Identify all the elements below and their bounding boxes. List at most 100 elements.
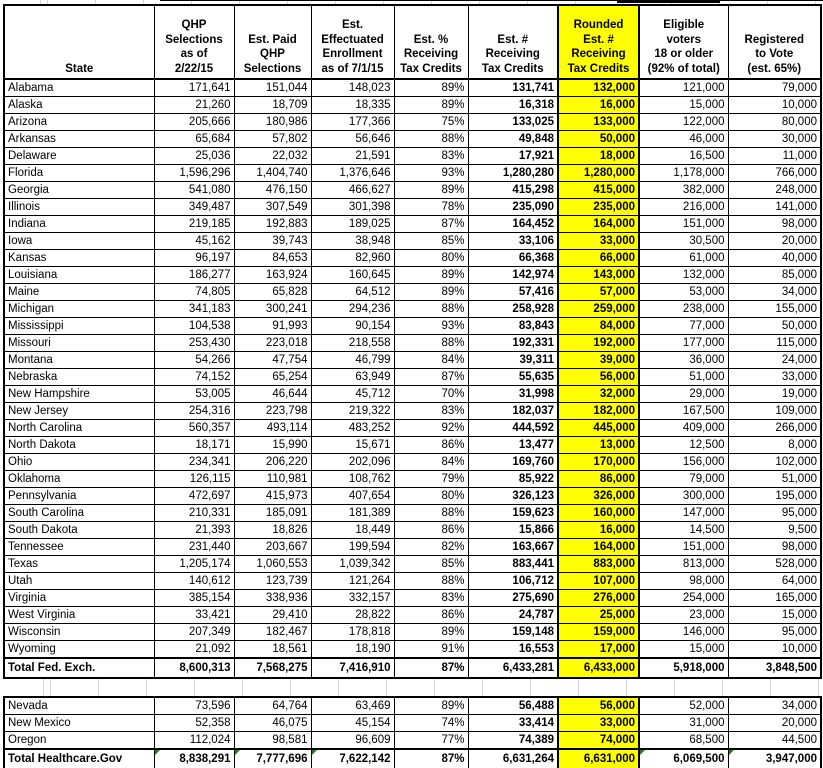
qhp-selections-cell[interactable]: 104,538: [153, 317, 235, 335]
registered-to-vote-cell[interactable]: 3,848,500: [727, 657, 822, 679]
registered-to-vote-cell[interactable]: 20,000: [727, 232, 822, 250]
est-effectuated-cell[interactable]: 108,762: [310, 470, 395, 488]
state-name-cell[interactable]: Illinois: [3, 198, 155, 216]
eligible-voters-cell[interactable]: 46,000: [638, 130, 729, 148]
state-name-cell[interactable]: Indiana: [3, 215, 155, 233]
rounded-est-tax-credits-cell[interactable]: 17,000: [557, 640, 640, 659]
est-paid-qhp-cell[interactable]: 110,981: [233, 470, 312, 488]
est-paid-qhp-cell[interactable]: 22,032: [233, 147, 312, 165]
est-num-tax-credits-cell[interactable]: 182,037: [467, 402, 559, 420]
registered-to-vote-cell[interactable]: 80,000: [727, 113, 822, 131]
est-effectuated-cell[interactable]: 160,645: [310, 266, 395, 284]
est-paid-qhp-cell[interactable]: 57,802: [233, 130, 312, 148]
rounded-est-tax-credits-cell[interactable]: 164,000: [557, 215, 640, 233]
qhp-selections-cell[interactable]: 219,185: [153, 215, 235, 233]
rounded-est-tax-credits-cell[interactable]: 235,000: [557, 198, 640, 216]
est-pct-tax-credits-cell[interactable]: 70%: [393, 385, 469, 403]
qhp-selections-cell[interactable]: 45,162: [153, 232, 235, 250]
qhp-selections-cell[interactable]: 541,080: [153, 181, 235, 199]
rounded-est-tax-credits-cell[interactable]: 39,000: [557, 351, 640, 369]
state-name-cell[interactable]: West Virginia: [3, 606, 155, 624]
est-num-tax-credits-cell[interactable]: 33,106: [467, 232, 559, 250]
registered-to-vote-cell[interactable]: 33,000: [727, 368, 822, 386]
state-name-cell[interactable]: Mississippi: [3, 317, 155, 335]
qhp-selections-cell[interactable]: 53,005: [153, 385, 235, 403]
est-paid-qhp-cell[interactable]: 415,973: [233, 487, 312, 505]
est-paid-qhp-cell[interactable]: 47,754: [233, 351, 312, 369]
est-pct-tax-credits-cell[interactable]: 87%: [393, 748, 469, 768]
eligible-voters-cell[interactable]: 813,000: [638, 555, 729, 573]
est-paid-qhp-cell[interactable]: 39,743: [233, 232, 312, 250]
est-pct-tax-credits-cell[interactable]: 87%: [393, 215, 469, 233]
est-num-tax-credits-cell[interactable]: 55,635: [467, 368, 559, 386]
est-effectuated-cell[interactable]: 90,154: [310, 317, 395, 335]
state-name-cell[interactable]: Missouri: [3, 334, 155, 352]
est-pct-tax-credits-cell[interactable]: 85%: [393, 232, 469, 250]
est-num-tax-credits-cell[interactable]: 163,667: [467, 538, 559, 556]
state-name-cell[interactable]: Ohio: [3, 453, 155, 471]
rounded-est-tax-credits-cell[interactable]: 56,000: [557, 368, 640, 386]
rounded-est-tax-credits-cell[interactable]: 160,000: [557, 504, 640, 522]
est-effectuated-cell[interactable]: 218,558: [310, 334, 395, 352]
est-effectuated-cell[interactable]: 96,609: [310, 731, 395, 750]
column-header-est-paid-qhp[interactable]: Est. Paid QHP Selections: [233, 4, 312, 80]
est-paid-qhp-cell[interactable]: 180,986: [233, 113, 312, 131]
rounded-est-tax-credits-cell[interactable]: 6,631,000: [557, 748, 640, 768]
est-pct-tax-credits-cell[interactable]: 89%: [393, 696, 469, 715]
eligible-voters-cell[interactable]: 300,000: [638, 487, 729, 505]
eligible-voters-cell[interactable]: 147,000: [638, 504, 729, 522]
eligible-voters-cell[interactable]: 53,000: [638, 283, 729, 301]
registered-to-vote-cell[interactable]: 165,000: [727, 589, 822, 607]
qhp-selections-cell[interactable]: 8,600,313: [153, 657, 235, 679]
rounded-est-tax-credits-cell[interactable]: 883,000: [557, 555, 640, 573]
est-paid-qhp-cell[interactable]: 7,568,275: [233, 657, 312, 679]
eligible-voters-cell[interactable]: 216,000: [638, 198, 729, 216]
registered-to-vote-cell[interactable]: 95,000: [727, 623, 822, 641]
est-paid-qhp-cell[interactable]: 182,467: [233, 623, 312, 641]
est-num-tax-credits-cell[interactable]: 6,631,264: [467, 748, 559, 768]
registered-to-vote-cell[interactable]: 266,000: [727, 419, 822, 437]
column-header-registered-to-vote[interactable]: Registered to Vote (est. 65%): [727, 4, 822, 80]
registered-to-vote-cell[interactable]: 98,000: [727, 538, 822, 556]
rounded-est-tax-credits-cell[interactable]: 133,000: [557, 113, 640, 131]
est-num-tax-credits-cell[interactable]: 1,280,280: [467, 164, 559, 182]
est-paid-qhp-cell[interactable]: 223,798: [233, 402, 312, 420]
registered-to-vote-cell[interactable]: 115,000: [727, 334, 822, 352]
est-pct-tax-credits-cell[interactable]: 88%: [393, 504, 469, 522]
est-num-tax-credits-cell[interactable]: 275,690: [467, 589, 559, 607]
eligible-voters-cell[interactable]: 132,000: [638, 266, 729, 284]
est-num-tax-credits-cell[interactable]: 57,416: [467, 283, 559, 301]
registered-to-vote-cell[interactable]: 11,000: [727, 147, 822, 165]
est-paid-qhp-cell[interactable]: 223,018: [233, 334, 312, 352]
est-pct-tax-credits-cell[interactable]: 89%: [393, 623, 469, 641]
rounded-est-tax-credits-cell[interactable]: 170,000: [557, 453, 640, 471]
eligible-voters-cell[interactable]: 238,000: [638, 300, 729, 318]
eligible-voters-cell[interactable]: 16,500: [638, 147, 729, 165]
est-pct-tax-credits-cell[interactable]: 84%: [393, 453, 469, 471]
est-num-tax-credits-cell[interactable]: 192,331: [467, 334, 559, 352]
est-effectuated-cell[interactable]: 18,190: [310, 640, 395, 659]
est-paid-qhp-cell[interactable]: 65,828: [233, 283, 312, 301]
eligible-voters-cell[interactable]: 98,000: [638, 572, 729, 590]
est-num-tax-credits-cell[interactable]: 6,433,281: [467, 657, 559, 679]
state-name-cell[interactable]: Delaware: [3, 147, 155, 165]
rounded-est-tax-credits-cell[interactable]: 415,000: [557, 181, 640, 199]
registered-to-vote-cell[interactable]: 10,000: [727, 96, 822, 114]
est-pct-tax-credits-cell[interactable]: 86%: [393, 436, 469, 454]
qhp-selections-cell[interactable]: 254,316: [153, 402, 235, 420]
est-effectuated-cell[interactable]: 15,671: [310, 436, 395, 454]
qhp-selections-cell[interactable]: 8,838,291: [153, 748, 235, 768]
state-name-cell[interactable]: Louisiana: [3, 266, 155, 284]
column-header-est-effectuated[interactable]: Est. Effectuated Enrollment as of 7/1/15: [310, 4, 395, 80]
qhp-selections-cell[interactable]: 74,805: [153, 283, 235, 301]
eligible-voters-cell[interactable]: 1,178,000: [638, 164, 729, 182]
eligible-voters-cell[interactable]: 151,000: [638, 215, 729, 233]
qhp-selections-cell[interactable]: 205,666: [153, 113, 235, 131]
rounded-est-tax-credits-cell[interactable]: 74,000: [557, 731, 640, 750]
rounded-est-tax-credits-cell[interactable]: 50,000: [557, 130, 640, 148]
est-pct-tax-credits-cell[interactable]: 93%: [393, 317, 469, 335]
est-num-tax-credits-cell[interactable]: 31,998: [467, 385, 559, 403]
column-header-est-pct-tax-credits[interactable]: Est. % Receiving Tax Credits: [393, 4, 469, 80]
est-effectuated-cell[interactable]: 18,449: [310, 521, 395, 539]
est-paid-qhp-cell[interactable]: 493,114: [233, 419, 312, 437]
